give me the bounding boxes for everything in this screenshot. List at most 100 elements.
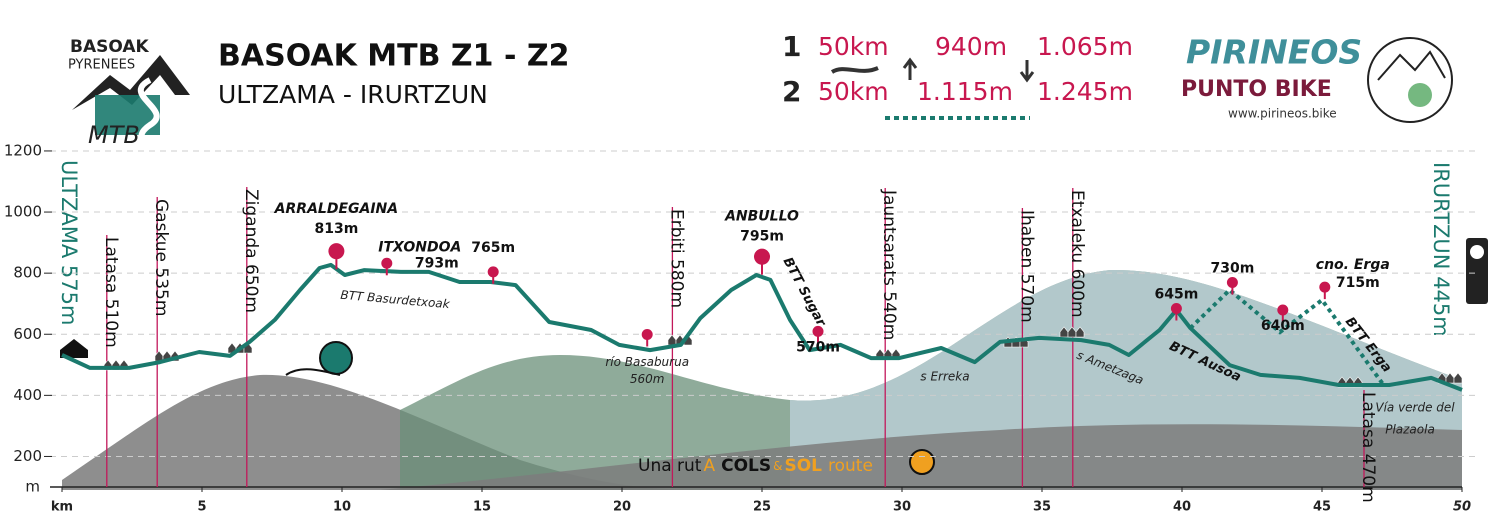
house-icon bbox=[1453, 372, 1463, 384]
route-distance: 50km bbox=[818, 77, 889, 106]
subtitle: ULTZAMA - IRURTZUN bbox=[218, 80, 488, 109]
tagline-part: SOL bbox=[784, 456, 822, 476]
peak-label: 570m bbox=[796, 339, 840, 355]
start-label: ULTZAMA 575m bbox=[57, 160, 81, 325]
pin-head bbox=[487, 266, 499, 278]
rider-icon bbox=[285, 368, 341, 376]
route-annotation: s Erreka bbox=[920, 370, 969, 384]
x-tick-label: km bbox=[51, 500, 73, 515]
village-label: Gaskue 535m bbox=[151, 199, 171, 316]
logo-swoosh bbox=[138, 77, 166, 148]
x-tick-label: 20 bbox=[613, 500, 631, 515]
y-tick-label: 800 bbox=[13, 264, 42, 282]
peak-label: 795m bbox=[740, 229, 784, 245]
y-axis-label: m bbox=[25, 478, 40, 496]
peak-label: 813m bbox=[314, 221, 358, 237]
x-tick-label: 40 bbox=[1173, 500, 1191, 515]
tagline-part: COLS bbox=[721, 456, 771, 476]
home-icon bbox=[60, 339, 88, 358]
peak-name: río Basaburua bbox=[605, 355, 689, 369]
descent-icon bbox=[1019, 60, 1035, 83]
house-icon bbox=[154, 350, 164, 362]
x-tick-label: 25 bbox=[753, 500, 771, 515]
village-label: Etxaleku 600m bbox=[1067, 190, 1087, 318]
pin-head bbox=[641, 328, 653, 340]
route-annotation: BTT Basurdetxoak bbox=[340, 288, 451, 312]
peak-name: ANBULLO bbox=[724, 209, 799, 225]
end-label: IRURTZUN 445m bbox=[1429, 162, 1453, 337]
route-ascent: 940m bbox=[935, 32, 1007, 61]
route-annotation: Plazaola bbox=[1385, 423, 1435, 437]
village-label: Latasa 510m bbox=[101, 237, 121, 348]
x-tick-label: 50 bbox=[1453, 500, 1471, 515]
peak-label: 793m bbox=[415, 255, 459, 271]
y-tick-label: 1000 bbox=[4, 203, 42, 221]
route-descent: 1.065m bbox=[1037, 32, 1133, 61]
y-tick-label: 1200 bbox=[4, 141, 42, 159]
x-tick-label: 15 bbox=[473, 500, 491, 515]
brand-url: www.pirineos.bike bbox=[1228, 107, 1337, 121]
peak-label: 730m bbox=[1210, 261, 1254, 277]
x-tick-label: 5 bbox=[197, 500, 206, 515]
ascent-icon bbox=[902, 57, 918, 80]
peak-name: cno. Erga bbox=[1316, 257, 1390, 273]
y-tick-label: 200 bbox=[13, 447, 42, 465]
brand-badge-rider bbox=[1408, 83, 1432, 107]
logo-text: PYRENEES bbox=[68, 58, 135, 73]
distance-icon bbox=[830, 66, 879, 74]
pin-head bbox=[1319, 281, 1331, 293]
x-tick-label: 45 bbox=[1313, 500, 1331, 515]
village-label: Jauntsarats 540m bbox=[879, 189, 899, 340]
route-number: 1 bbox=[782, 30, 801, 63]
x-tick-label: 30 bbox=[893, 500, 911, 515]
brand-badge-mountain bbox=[1377, 50, 1446, 81]
pin-head bbox=[381, 257, 393, 269]
pin-head bbox=[1277, 304, 1289, 316]
route-ascent: 1.115m bbox=[917, 77, 1013, 106]
tagline-part: & bbox=[773, 459, 782, 473]
peak-label: 765m bbox=[471, 240, 515, 256]
y-tick-label: 400 bbox=[13, 386, 42, 404]
brand-name: PIRINEOS bbox=[1186, 33, 1362, 72]
house-icon bbox=[1075, 326, 1085, 338]
route-descent: 1.245m bbox=[1037, 77, 1133, 106]
village-label: Ihaben 570m bbox=[1016, 210, 1036, 323]
rider-icon bbox=[319, 341, 353, 375]
pin-head bbox=[1170, 303, 1182, 315]
peak-label: 645m bbox=[1154, 287, 1198, 303]
title: BASOAK MTB Z1 - Z2 bbox=[218, 39, 570, 74]
logo-block bbox=[95, 95, 160, 135]
x-tick-label: 35 bbox=[1033, 500, 1051, 515]
village-label: Latasa 470m bbox=[1358, 392, 1378, 503]
peak-name: ITXONDOA bbox=[378, 239, 461, 255]
house-icon bbox=[667, 334, 677, 346]
logo-mountain bbox=[72, 55, 190, 110]
brand-badge bbox=[1367, 37, 1453, 123]
rider-icon bbox=[909, 449, 935, 475]
license-icon bbox=[1470, 245, 1484, 259]
pin-head bbox=[328, 243, 345, 260]
tagline-part: A bbox=[703, 456, 715, 476]
route-annotation: BTT Sugar bbox=[780, 255, 829, 330]
x-tick-label: 10 bbox=[333, 500, 351, 515]
pin-head bbox=[754, 248, 770, 265]
peak-label: 640m bbox=[1261, 318, 1305, 334]
route-distance: 50km bbox=[818, 32, 889, 61]
logo-text: BASOAK bbox=[70, 37, 150, 57]
pin-head bbox=[1226, 277, 1238, 289]
y-tick-label: 600 bbox=[13, 325, 42, 343]
village-label: Ziganda 650m bbox=[241, 189, 261, 313]
tagline: Una rut A COLS & SOL route bbox=[638, 456, 873, 476]
brand-sub: PUNTO BIKE bbox=[1181, 77, 1332, 102]
tagline-part: Una rut bbox=[638, 456, 702, 476]
peak-label: 560m bbox=[630, 372, 665, 386]
peak-name: ARRALDEGAINA bbox=[274, 201, 398, 217]
variant-line bbox=[1189, 287, 1386, 387]
peak-label: 715m bbox=[1336, 275, 1380, 291]
village-label: Erbiti 580m bbox=[666, 209, 686, 308]
hill bbox=[62, 374, 700, 490]
route-annotation: Vía verde del bbox=[1375, 401, 1455, 415]
route-number: 2 bbox=[782, 75, 801, 108]
logo-text: MTB bbox=[88, 121, 140, 149]
